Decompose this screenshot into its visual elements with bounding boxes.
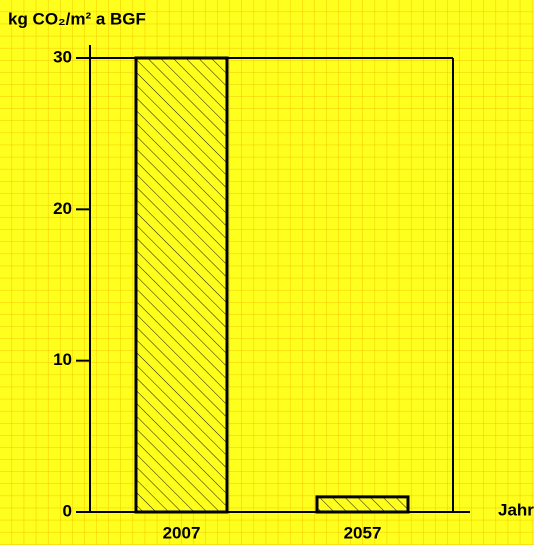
y-tick-label: 30 — [53, 47, 72, 66]
y-axis-label: kg CO₂/m² a BGF — [8, 9, 146, 28]
y-tick-label: 20 — [53, 199, 72, 218]
x-axis-label: Jahr — [498, 500, 534, 519]
bar — [134, 56, 229, 514]
y-tick-label: 10 — [53, 350, 72, 369]
y-tick-label: 0 — [63, 501, 72, 520]
x-tick-label: 2007 — [163, 523, 201, 542]
bar — [315, 495, 410, 514]
x-tick-label: 2057 — [344, 523, 382, 542]
